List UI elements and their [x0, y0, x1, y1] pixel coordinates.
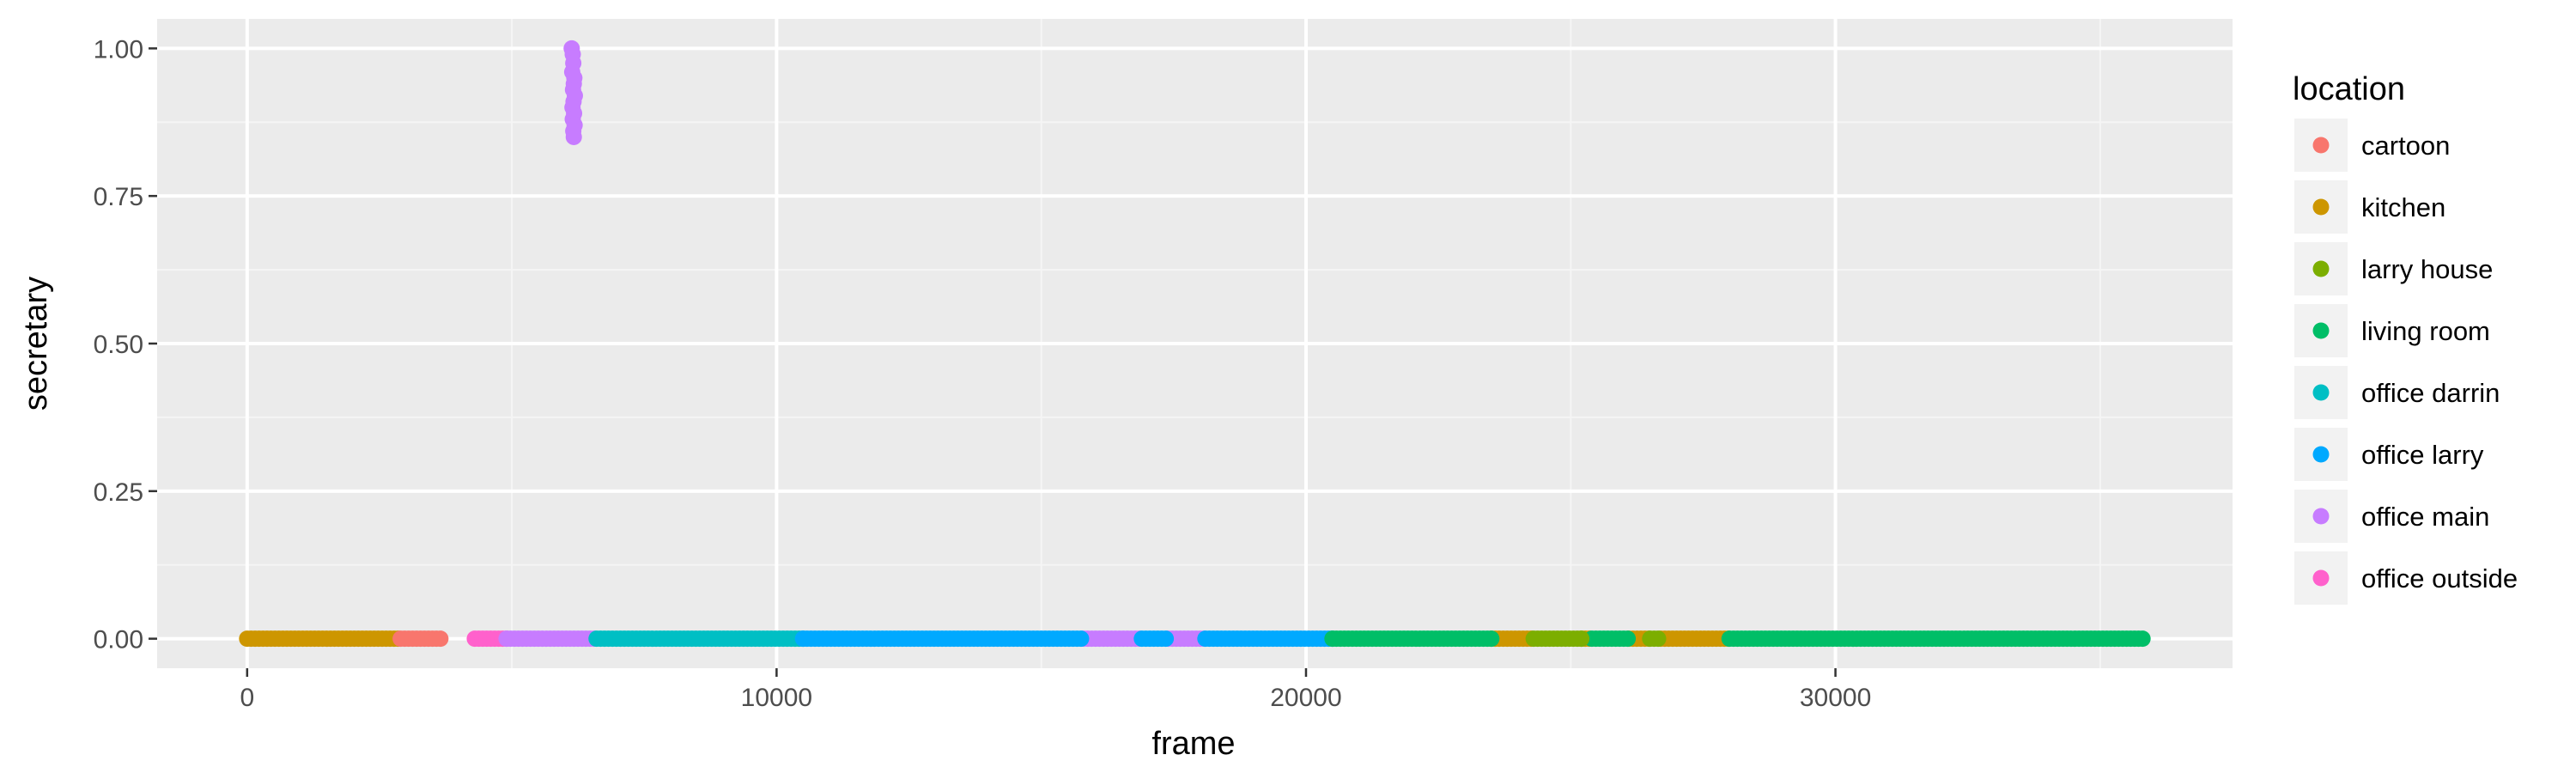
legend-label: living room [2361, 316, 2490, 346]
x-axis: 0 10000 20000 30000 [240, 668, 1871, 712]
legend: location cartoon kitchen larry house living… [2293, 71, 2518, 605]
data-point [1072, 630, 1090, 648]
x-tick-label: 0 [240, 684, 254, 712]
legend-items: cartoon kitchen larry house living room offi… [2294, 119, 2518, 605]
legend-label: office main [2361, 502, 2489, 532]
y-tick-label: 0.50 [94, 331, 143, 359]
x-tick-label: 30000 [1800, 684, 1871, 712]
legend-swatch [2312, 260, 2330, 277]
data-points [239, 40, 2151, 648]
legend-swatch [2312, 322, 2330, 339]
y-axis: 0.00 0.25 0.50 0.75 1.00 [94, 35, 157, 654]
y-tick-label: 0.25 [94, 478, 143, 507]
data-point [1483, 630, 1500, 648]
legend-swatch [2312, 446, 2330, 463]
legend-label: office darrin [2361, 378, 2500, 408]
legend-label: kitchen [2361, 192, 2445, 222]
data-point [1573, 630, 1590, 648]
legend-swatch [2312, 384, 2330, 401]
x-tick-label: 20000 [1270, 684, 1341, 712]
legend-title: location [2293, 71, 2405, 107]
y-tick-label: 1.00 [94, 35, 143, 64]
legend-swatch [2312, 569, 2330, 587]
x-tick-label: 10000 [741, 684, 812, 712]
y-axis-title: secretary [18, 277, 54, 411]
y-tick-label: 0.00 [94, 626, 143, 654]
data-point [1649, 630, 1667, 648]
data-point [432, 630, 449, 648]
data-point [1619, 630, 1637, 648]
legend-label: office outside [2361, 563, 2518, 593]
legend-label: office larry [2361, 440, 2484, 470]
legend-swatch [2312, 198, 2330, 216]
data-point [1157, 630, 1175, 648]
legend-label: cartoon [2361, 131, 2450, 161]
legend-swatch [2312, 137, 2330, 154]
data-point [565, 128, 582, 145]
y-tick-label: 0.75 [94, 183, 143, 211]
legend-label: larry house [2361, 254, 2493, 284]
x-axis-title: frame [1151, 726, 1235, 762]
legend-swatch [2312, 508, 2330, 525]
major-gridlines [157, 19, 2233, 668]
data-point [2134, 630, 2151, 648]
